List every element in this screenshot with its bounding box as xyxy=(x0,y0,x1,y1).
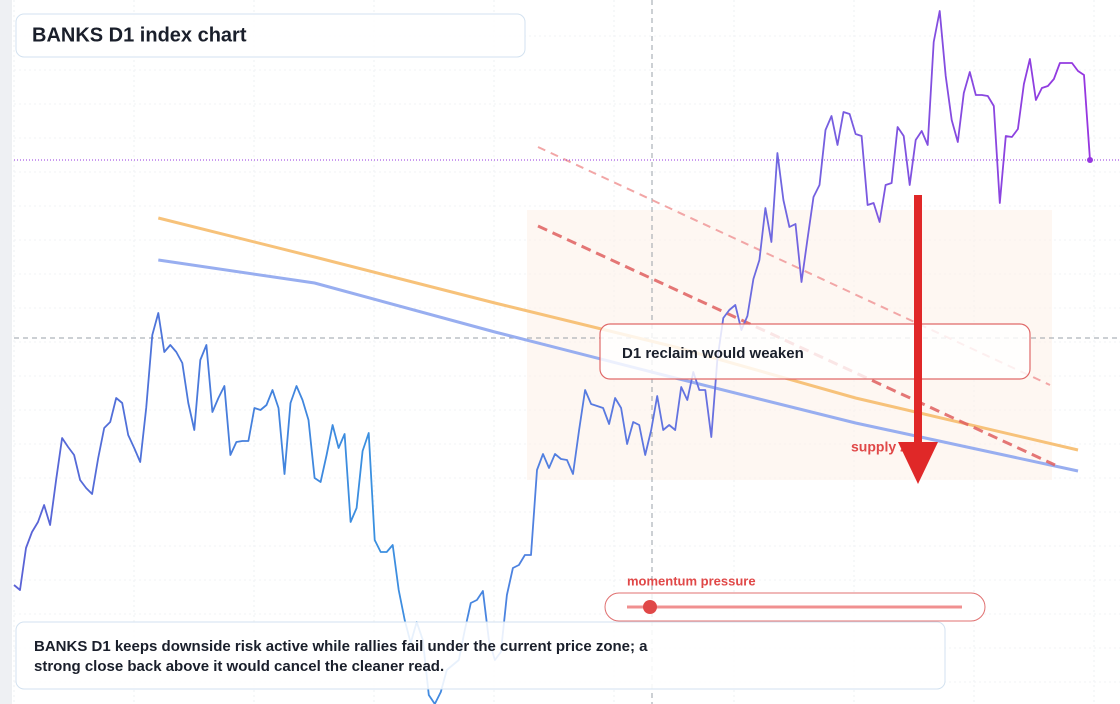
title-box xyxy=(15,13,526,58)
trend-line xyxy=(537,146,1051,386)
arrow-head xyxy=(898,442,938,484)
arrow-shaft xyxy=(914,195,922,445)
price-line xyxy=(13,10,1091,704)
moving-average xyxy=(157,216,1079,452)
price-layer xyxy=(13,10,1120,704)
annotation: D1 reclaim would weaken xyxy=(622,345,804,362)
last-price-dot xyxy=(1087,157,1093,163)
caption: BANKS D1 keeps downside risk active whil… xyxy=(34,638,648,675)
momentum-knob xyxy=(643,600,657,614)
annotation-box xyxy=(599,323,1031,380)
chart-title: BANKS D1 index chart xyxy=(32,24,247,46)
left-edge xyxy=(0,0,12,704)
momentum-label: momentum pressure xyxy=(627,573,756,588)
moving-average xyxy=(158,258,1079,473)
caption-box xyxy=(15,621,946,690)
series-layer xyxy=(157,216,1079,473)
